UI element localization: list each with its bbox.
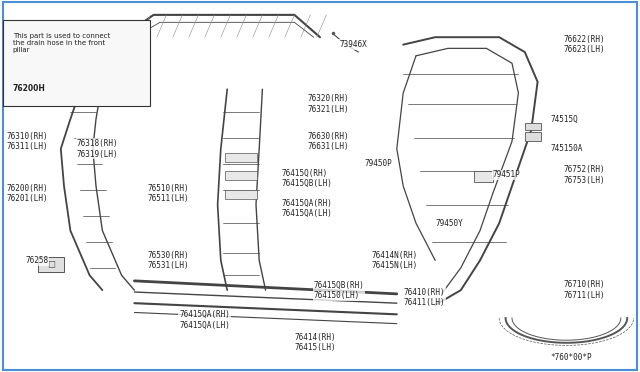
Bar	[525, 123, 541, 130]
FancyBboxPatch shape	[3, 20, 150, 106]
Bar	[38, 257, 64, 272]
Text: 76622(RH)
76623(LH): 76622(RH) 76623(LH)	[563, 35, 605, 54]
Text: 76415QA(RH)
76415QA(LH): 76415QA(RH) 76415QA(LH)	[179, 310, 230, 330]
Text: 76318(RH)
76319(LH): 76318(RH) 76319(LH)	[77, 139, 118, 158]
Text: This part is used to connect
the drain hose in the front
pillar: This part is used to connect the drain h…	[13, 33, 110, 54]
Text: 79450P: 79450P	[365, 159, 392, 168]
Text: 76530(RH)
76531(LH): 76530(RH) 76531(LH)	[147, 251, 189, 270]
Text: 76415QB(RH)
764150(LH): 76415QB(RH) 764150(LH)	[314, 280, 364, 300]
Text: 76200(RH)
76201(LH): 76200(RH) 76201(LH)	[6, 184, 48, 203]
Text: 76710(RH)
76711(LH): 76710(RH) 76711(LH)	[563, 280, 605, 300]
Bar	[225, 171, 257, 180]
Text: 76415QA(RH)
76415QA(LH): 76415QA(RH) 76415QA(LH)	[282, 199, 332, 218]
Text: ◻: ◻	[47, 259, 55, 269]
Text: 76410(RH)
76411(LH): 76410(RH) 76411(LH)	[403, 288, 445, 307]
Bar	[525, 132, 541, 141]
Bar	[474, 171, 493, 182]
Text: 76630(RH)
76631(LH): 76630(RH) 76631(LH)	[307, 132, 349, 151]
Bar	[225, 190, 257, 199]
Text: 76320(RH)
76321(LH): 76320(RH) 76321(LH)	[307, 94, 349, 114]
Text: 76200H: 76200H	[13, 84, 45, 93]
Text: 76414N(RH)
76415N(LH): 76414N(RH) 76415N(LH)	[371, 251, 417, 270]
Text: *760*00*P: *760*00*P	[550, 353, 592, 362]
Text: 79451P: 79451P	[493, 170, 520, 179]
Text: 76752(RH)
76753(LH): 76752(RH) 76753(LH)	[563, 165, 605, 185]
Text: 79450Y: 79450Y	[435, 219, 463, 228]
Text: 74515Q: 74515Q	[550, 115, 578, 124]
Text: 76510(RH)
76511(LH): 76510(RH) 76511(LH)	[147, 184, 189, 203]
Text: 76415Q(RH)
76415QB(LH): 76415Q(RH) 76415QB(LH)	[282, 169, 332, 188]
Text: 76258: 76258	[26, 256, 49, 265]
Text: 73946X: 73946X	[339, 40, 367, 49]
Text: 76310(RH)
76311(LH): 76310(RH) 76311(LH)	[6, 132, 48, 151]
Text: 76414(RH)
76415(LH): 76414(RH) 76415(LH)	[294, 333, 336, 352]
Bar	[225, 153, 257, 162]
Text: 745150A: 745150A	[550, 144, 583, 153]
